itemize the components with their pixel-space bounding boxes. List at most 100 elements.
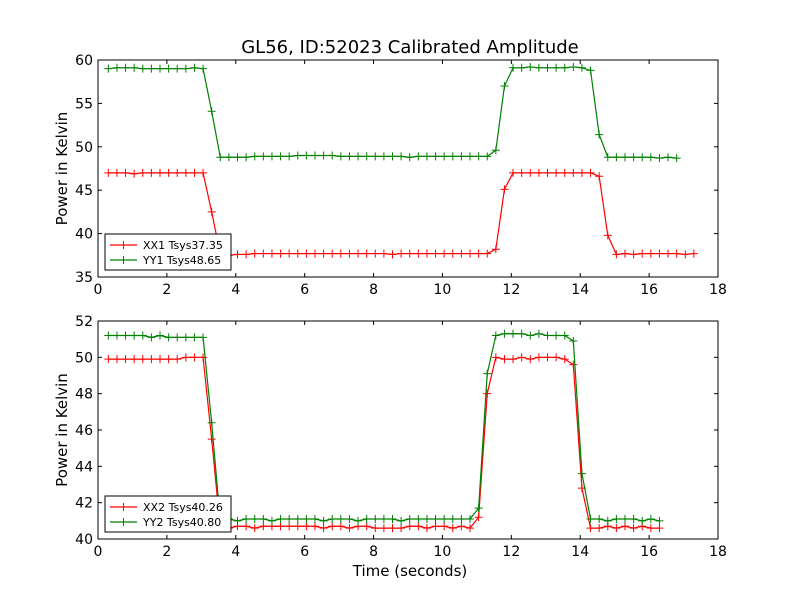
data-point [595,172,604,181]
data-point [379,249,388,258]
data-point [422,515,431,524]
data-point [130,355,139,364]
data-point [491,331,500,340]
y-tick-label: 40 [75,532,93,548]
data-point [457,515,466,524]
data-point [526,355,535,364]
data-point [164,333,173,342]
data-point [448,524,457,533]
data-point [397,152,406,161]
data-point [431,152,440,161]
data-point [104,64,113,73]
data-point [285,249,294,258]
data-point [250,152,259,161]
data-point [569,62,578,71]
data-point [276,249,285,258]
data-point [173,168,182,177]
x-tick-label: 2 [162,282,171,298]
data-point [681,250,690,259]
data-point [534,168,543,177]
data-point [500,329,509,338]
data-point [345,249,354,258]
data-point [276,152,285,161]
data-point [457,522,466,531]
data-point [414,152,423,161]
data-point [509,355,518,364]
legend-marker [119,518,128,526]
axes-frame [97,59,719,278]
data-point [388,515,397,524]
data-point [379,152,388,161]
legend-box [104,233,232,271]
data-point [328,151,337,160]
legend-box [104,495,232,533]
data-point [509,168,518,177]
legend-label: YY2 Tsys40.80 [142,516,221,529]
data-point [664,249,673,258]
data-point [422,524,431,533]
data-point [552,331,561,340]
x-tick-label: 4 [231,544,240,560]
data-point [164,64,173,73]
data-point [405,515,414,524]
y-tick-label: 50 [75,140,93,156]
data-point [276,522,285,531]
data-point [250,515,259,524]
data-point [121,331,130,340]
data-point [586,524,595,533]
legend-marker [119,503,128,511]
data-point [612,524,621,533]
data-point [354,516,363,525]
data-point [293,522,302,531]
data-point [629,153,638,162]
plot-area [104,62,698,260]
x-tick-label: 4 [231,282,240,298]
data-point [440,522,449,531]
data-point [638,249,647,258]
data-point [199,353,208,362]
data-point [517,63,526,72]
data-point [147,64,156,73]
legend-label: XX2 Tsys40.26 [143,501,223,514]
data-point [156,64,164,73]
x-tick-label: 14 [571,544,589,560]
data-point [354,152,363,161]
data-point [181,64,190,73]
data-point [629,524,638,533]
y-tick-label: 50 [75,350,93,366]
data-point [285,522,294,531]
data-point [621,153,629,162]
data-point [242,153,251,162]
data-point [311,522,319,531]
data-point [328,515,337,524]
data-point [440,249,449,258]
data-point [311,151,319,160]
data-point [233,250,242,259]
data-point [138,168,147,177]
y-tick-label: 46 [75,423,93,439]
data-point [638,153,647,162]
y-tick-label: 45 [75,183,93,199]
data-point [104,168,113,177]
data-point [431,249,440,258]
data-point [689,249,698,258]
data-point [371,249,380,258]
data-point [371,515,380,524]
data-point [586,515,595,524]
data-point [121,63,130,72]
data-point [190,63,199,72]
data-point [112,168,121,177]
data-point [336,522,345,531]
data-point [483,249,492,258]
data-point [250,249,259,258]
data-point [655,516,664,525]
data-point [612,153,621,162]
x-tick-label: 6 [300,282,309,298]
data-point [276,515,285,524]
data-point [362,515,371,524]
data-point [483,369,492,378]
data-point [509,63,518,72]
x-tick-label: 16 [640,544,658,560]
data-point [293,151,302,160]
data-point [293,515,302,524]
